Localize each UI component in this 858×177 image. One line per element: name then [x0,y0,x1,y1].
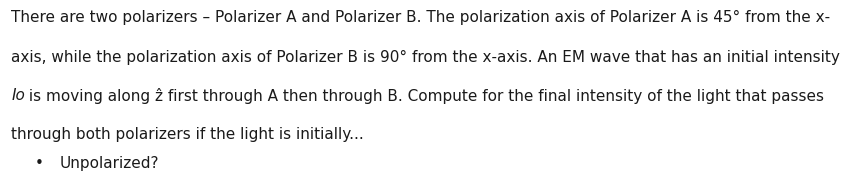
Text: •: • [34,156,43,171]
Text: through both polarizers if the light is initially...: through both polarizers if the light is … [11,127,364,142]
Text: is moving along ẑ first through A then through B. Compute for the final intensit: is moving along ẑ first through A then t… [24,88,824,104]
Text: Io: Io [11,88,25,104]
Text: axis, while the polarization axis of Polarizer B is 90° from the x-axis. An EM w: axis, while the polarization axis of Pol… [11,50,840,65]
Text: Unpolarized?: Unpolarized? [60,156,160,171]
Text: There are two polarizers – Polarizer A and Polarizer B. The polarization axis of: There are two polarizers – Polarizer A a… [11,10,831,25]
